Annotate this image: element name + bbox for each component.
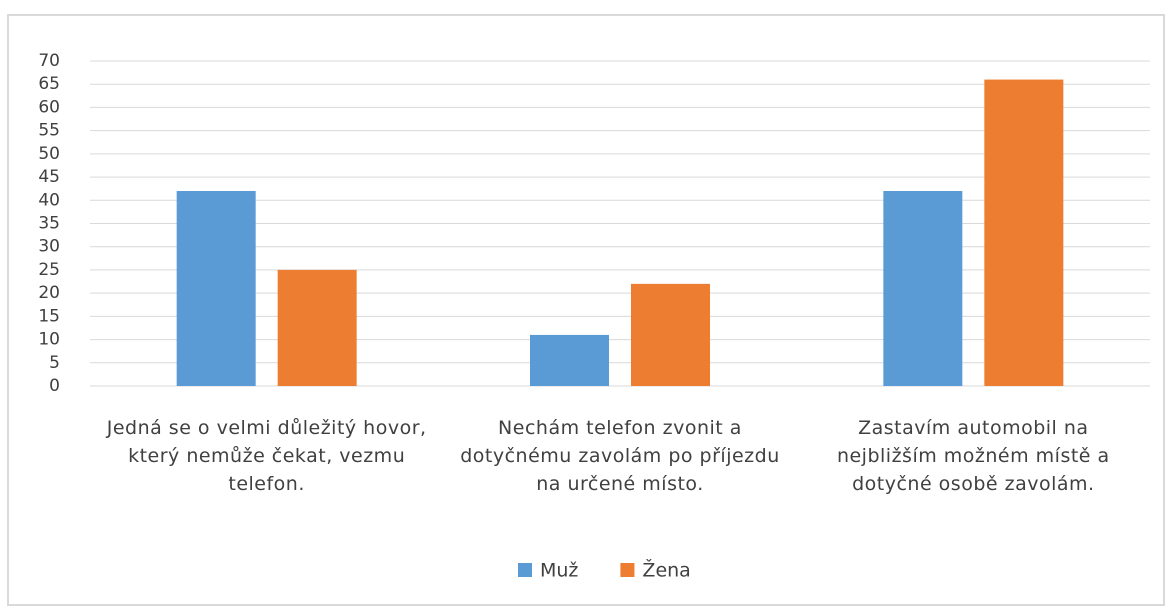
bar — [883, 191, 963, 386]
x-tick-label: Zastavím automobil na nejbližším možném … — [836, 417, 1110, 495]
y-tick-label: 35 — [38, 214, 60, 234]
x-tick-label: Jedná se o velmi důležitý hovor, který n… — [106, 417, 427, 495]
bar — [530, 334, 609, 386]
y-tick-label: 65 — [38, 74, 60, 94]
legend-swatch — [620, 563, 635, 577]
legend-label: Žena — [642, 559, 690, 582]
y-tick-label: 50 — [38, 144, 60, 164]
y-tick-label: 60 — [38, 97, 60, 117]
y-tick-label: 45 — [38, 167, 60, 187]
legend-label: Muž — [540, 560, 578, 582]
y-tick-label: 20 — [38, 283, 60, 303]
y-tick-label: 70 — [38, 51, 60, 71]
y-tick-label: 40 — [38, 190, 60, 210]
y-tick-label: 0 — [49, 376, 60, 396]
y-tick-label: 5 — [49, 353, 60, 373]
y-tick-label: 55 — [38, 121, 60, 141]
bar — [631, 283, 710, 386]
x-tick-label: Nechám telefon zvonit a dotyčnému zavolá… — [460, 417, 780, 495]
y-tick-label: 30 — [38, 237, 60, 257]
y-tick-label: 15 — [38, 306, 60, 326]
bar — [277, 269, 357, 386]
bar — [984, 79, 1064, 387]
y-tick-label: 25 — [38, 260, 60, 280]
y-tick-label: 10 — [38, 330, 60, 350]
legend-swatch — [518, 563, 532, 577]
bar — [176, 191, 256, 386]
